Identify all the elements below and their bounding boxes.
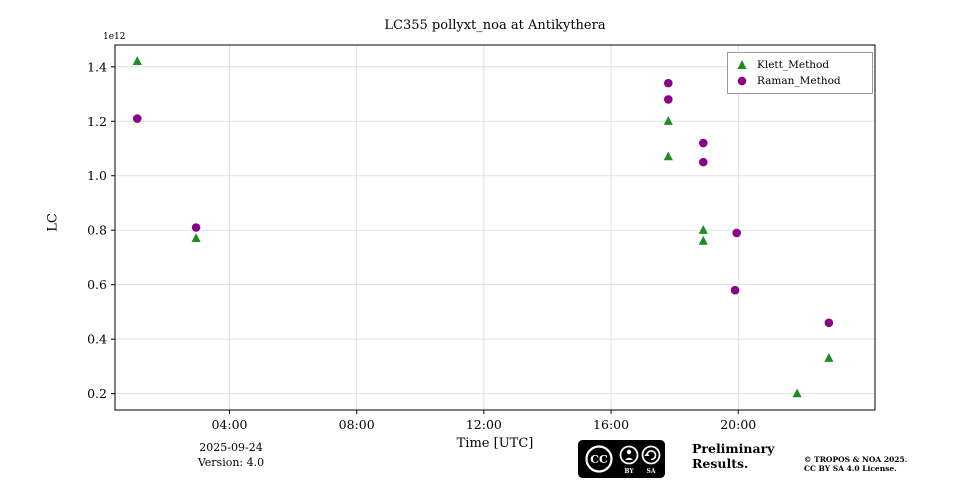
data-point <box>824 353 834 362</box>
data-point <box>664 95 673 104</box>
data-point <box>698 157 708 167</box>
legend: Klett_Method Raman_Method <box>727 52 873 94</box>
series-raman_method <box>132 78 834 328</box>
data-point <box>132 114 142 123</box>
series-klett_method <box>132 56 834 398</box>
cc-logo-text: CC <box>590 453 608 466</box>
copyright-line2: CC BY SA 4.0 License. <box>804 464 897 473</box>
data-point <box>792 388 802 398</box>
data-point <box>698 225 708 234</box>
copyright-note: © TROPOS & NOA 2025. CC BY SA 4.0 Licens… <box>804 455 907 473</box>
data-point <box>191 233 201 242</box>
data-point <box>663 116 673 125</box>
date-version-stamp: 2025-09-24 Version: 4.0 <box>180 440 282 470</box>
y-tick-label: 0.4 <box>87 332 107 347</box>
data-point <box>824 318 834 328</box>
preliminary-line1: Preliminary <box>692 441 775 456</box>
sa-arrow-icon <box>641 445 661 465</box>
by-label: BY <box>624 468 634 475</box>
measurement-date: 2025-09-24 <box>199 441 263 454</box>
preliminary-line2: Results. <box>692 456 749 471</box>
y-tick-label: 0.2 <box>87 386 107 401</box>
chart-title: LC355 pollyxt_noa at Antikythera <box>384 18 606 33</box>
version-text: Version: 4.0 <box>197 456 265 469</box>
data-point <box>732 228 741 238</box>
x-tick-label: 08:00 <box>339 417 375 432</box>
by-person-icon <box>619 445 639 465</box>
circle-marker-icon <box>737 76 747 86</box>
data-point <box>698 138 708 148</box>
triangle-marker-shape <box>737 60 747 69</box>
plot-frame <box>114 44 876 411</box>
data-point <box>132 56 142 65</box>
x-axis-label: Time [UTC] <box>456 436 534 451</box>
copyright-line1: © TROPOS & NOA 2025. <box>804 455 908 464</box>
circle-marker-shape <box>737 76 747 86</box>
legend-item-klett: Klett_Method <box>734 57 866 73</box>
triangle-marker-icon <box>737 60 747 69</box>
data-point <box>191 223 201 232</box>
axis-offset-text: 1e12 <box>103 32 126 42</box>
y-tick-label: 0.6 <box>87 277 107 292</box>
x-tick-label: 04:00 <box>211 417 247 432</box>
x-tick-label: 12:00 <box>466 417 502 432</box>
x-tick-label: 16:00 <box>593 417 629 432</box>
legend-label-klett: Klett_Method <box>757 59 830 71</box>
grid-lines <box>115 45 875 410</box>
y-axis-label: LC <box>45 213 61 232</box>
data-point <box>663 151 673 161</box>
y-axis-ticks: 0.2 0.4 0.6 0.8 1.0 1.2 1.4 <box>87 59 115 401</box>
y-tick-label: 1.2 <box>87 114 107 129</box>
sa-label: SA <box>647 468 656 475</box>
data-point <box>730 285 740 295</box>
cc-license-badge: CC BY SA <box>578 440 665 478</box>
x-tick-label: 20:00 <box>720 417 756 432</box>
cc-logo-icon <box>585 445 613 473</box>
y-tick-label: 1.0 <box>87 168 107 183</box>
legend-label-raman: Raman_Method <box>757 75 841 87</box>
y-tick-label: 0.8 <box>87 223 107 238</box>
data-point <box>664 78 673 88</box>
legend-item-raman: Raman_Method <box>734 73 866 89</box>
x-axis-ticks: 04:00 08:00 12:00 16:00 20:00 <box>211 410 756 432</box>
data-point <box>698 235 708 245</box>
preliminary-results-note: Preliminary Results. <box>692 441 774 471</box>
y-tick-label: 1.4 <box>87 59 107 74</box>
